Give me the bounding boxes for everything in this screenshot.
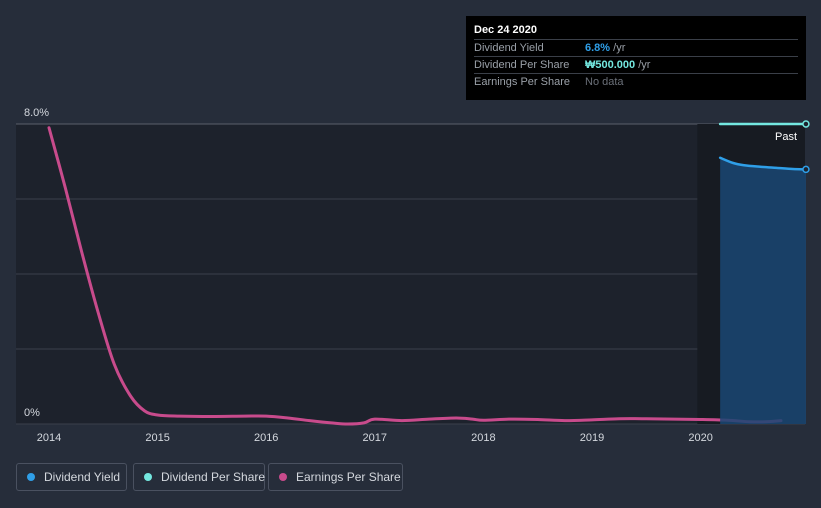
dividend-yield-end-marker: [802, 165, 810, 174]
tooltip-date: Dec 24 2020: [474, 24, 537, 36]
legend-item-dividend-yield[interactable]: Dividend Yield: [16, 463, 127, 491]
tooltip: Dec 24 2020 Dividend Yield 6.8% /yr Divi…: [466, 16, 806, 100]
legend-label: Dividend Per Share: [161, 470, 266, 484]
legend-dot-icon: [27, 473, 35, 481]
past-label: Past: [775, 131, 797, 143]
x-tick-label: 2017: [363, 432, 387, 444]
tooltip-row-earnings-per-share: Earnings Per Share No data: [474, 73, 798, 91]
tooltip-label: Earnings Per Share: [474, 76, 570, 88]
tooltip-unit: /yr: [635, 59, 651, 71]
x-tick-label: 2018: [471, 432, 495, 444]
x-tick-label: 2016: [254, 432, 278, 444]
legend-dot-icon: [144, 473, 152, 481]
legend-label: Earnings Per Share: [296, 470, 401, 484]
earnings-per-share-line: [47, 126, 783, 426]
legend-item-dividend-per-share[interactable]: Dividend Per Share: [133, 463, 265, 491]
tooltip-value: ₩500.000: [585, 59, 636, 71]
series-lines: [47, 120, 810, 426]
x-tick-label: 2020: [688, 432, 712, 444]
x-tick-label: 2015: [145, 432, 169, 444]
dividend-yield-line: [718, 156, 808, 171]
tooltip-value: 6.8%: [585, 42, 611, 54]
tooltip-row-dividend-per-share: Dividend Per Share ₩500.000 /yr: [474, 56, 798, 74]
tooltip-label: Dividend Per Share: [474, 59, 570, 71]
x-tick-label: 2019: [580, 432, 604, 444]
gridlines: [16, 123, 805, 425]
dividend-yield-area: [720, 157, 806, 424]
legend-item-earnings-per-share[interactable]: Earnings Per Share: [268, 463, 403, 491]
legend-dot-icon: [279, 473, 287, 481]
legend-label: Dividend Yield: [44, 470, 121, 484]
y-tick-label: 8.0%: [24, 107, 49, 119]
dividend-per-share-end-marker: [802, 120, 810, 128]
tooltip-label: Dividend Yield: [474, 42, 544, 54]
x-tick-label: 2014: [37, 432, 61, 444]
tooltip-row-dividend-yield: Dividend Yield 6.8% /yr: [474, 39, 798, 57]
tooltip-unit: /yr: [610, 42, 626, 54]
tooltip-value: No data: [585, 76, 624, 88]
y-tick-label: 0%: [24, 407, 40, 419]
axis-ticks: 2014 2015 2016 2017 2018 2019 2020 8.0% 0%: [24, 107, 713, 444]
